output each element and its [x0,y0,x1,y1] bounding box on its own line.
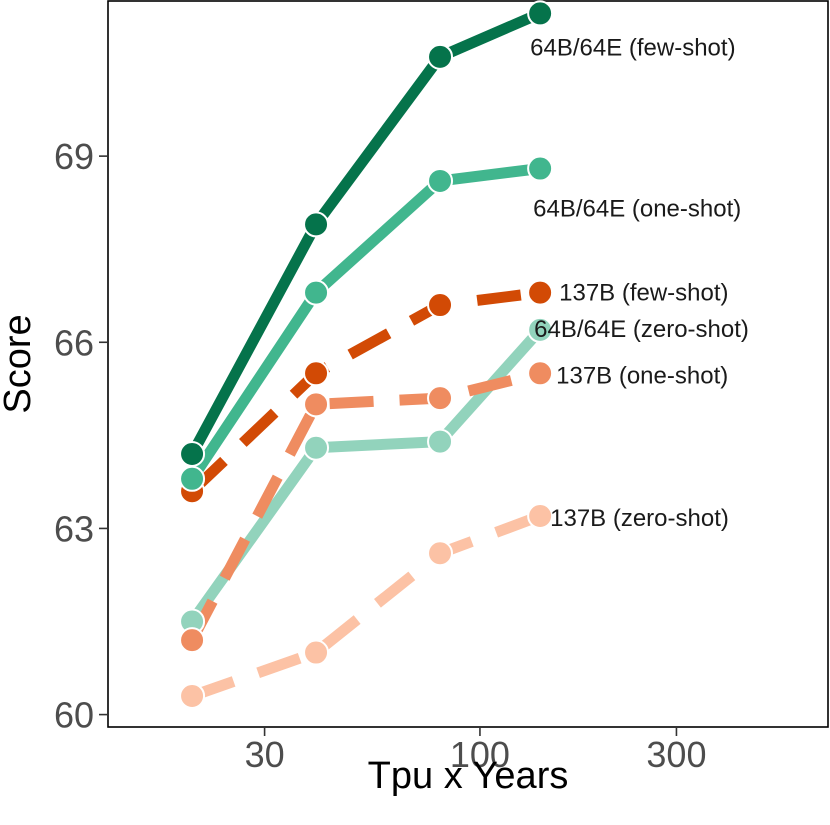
y-tick-label: 60 [54,695,94,736]
series-line-137b-zero-shot [190,510,543,702]
x-axis-title: Tpu x Years [368,755,569,797]
series-label-137b-one-shot: 137B (one-shot) [556,362,728,389]
data-point-137b-one-shot [179,627,206,654]
data-point-137b-zero-shot [303,639,330,666]
series-label-137b-few-shot: 137B (few-shot) [559,280,728,307]
data-point-64b-64e-zero-shot [303,434,330,461]
data-point-137b-one-shot [527,360,554,387]
data-point-64b-64e-few-shot [179,440,206,467]
y-axis-title: Score [0,314,39,413]
data-point-137b-few-shot [527,279,554,306]
data-point-64b-64e-zero-shot [527,316,554,343]
series-label-64b-64e-few-shot: 64B/64E (few-shot) [530,34,735,61]
y-tick-label: 63 [54,508,94,549]
x-tick-label: 300 [646,734,706,775]
plot-panel [107,0,829,728]
data-point-64b-64e-few-shot [427,43,454,70]
series-label-64b-64e-one-shot: 64B/64E (one-shot) [533,196,741,223]
data-point-64b-64e-one-shot [427,167,454,194]
x-tick-label: 30 [245,734,285,775]
series-line-137b-one-shot [187,367,542,643]
y-tick-label: 69 [54,136,94,177]
data-point-64b-64e-few-shot [303,211,330,238]
data-point-137b-one-shot [303,391,330,418]
data-point-137b-few-shot [427,292,454,319]
y-tick-label: 66 [54,322,94,363]
data-point-137b-zero-shot [427,540,454,567]
x-axis: 30 100 300 [245,727,706,775]
series-points [179,0,554,709]
series-line-137b-few-shot [188,287,541,496]
data-point-64b-64e-one-shot [303,279,330,306]
series-label-137b-zero-shot: 137B (zero-shot) [550,505,729,532]
series-line-64b-64e-one-shot [187,163,541,482]
data-point-64b-64e-one-shot [527,155,554,182]
series-labels: 64B/64E (zero-shot) 137B (zero-shot) 137B … [530,34,749,532]
x-tick-label: 100 [450,734,510,775]
data-point-137b-zero-shot [527,503,554,530]
data-point-137b-one-shot [427,385,454,412]
series-label-64b-64e-zero-shot: 64B/64E (zero-shot) [534,316,749,343]
data-point-64b-64e-zero-shot [427,428,454,455]
data-point-137b-few-shot [303,360,330,387]
data-point-64b-64e-few-shot [527,0,554,27]
series-line-64b-64e-few-shot [187,8,543,457]
y-axis: 60 63 66 69 [54,136,108,736]
series-lines [187,8,545,702]
data-point-64b-64e-one-shot [179,465,206,492]
data-point-137b-zero-shot [179,682,206,709]
